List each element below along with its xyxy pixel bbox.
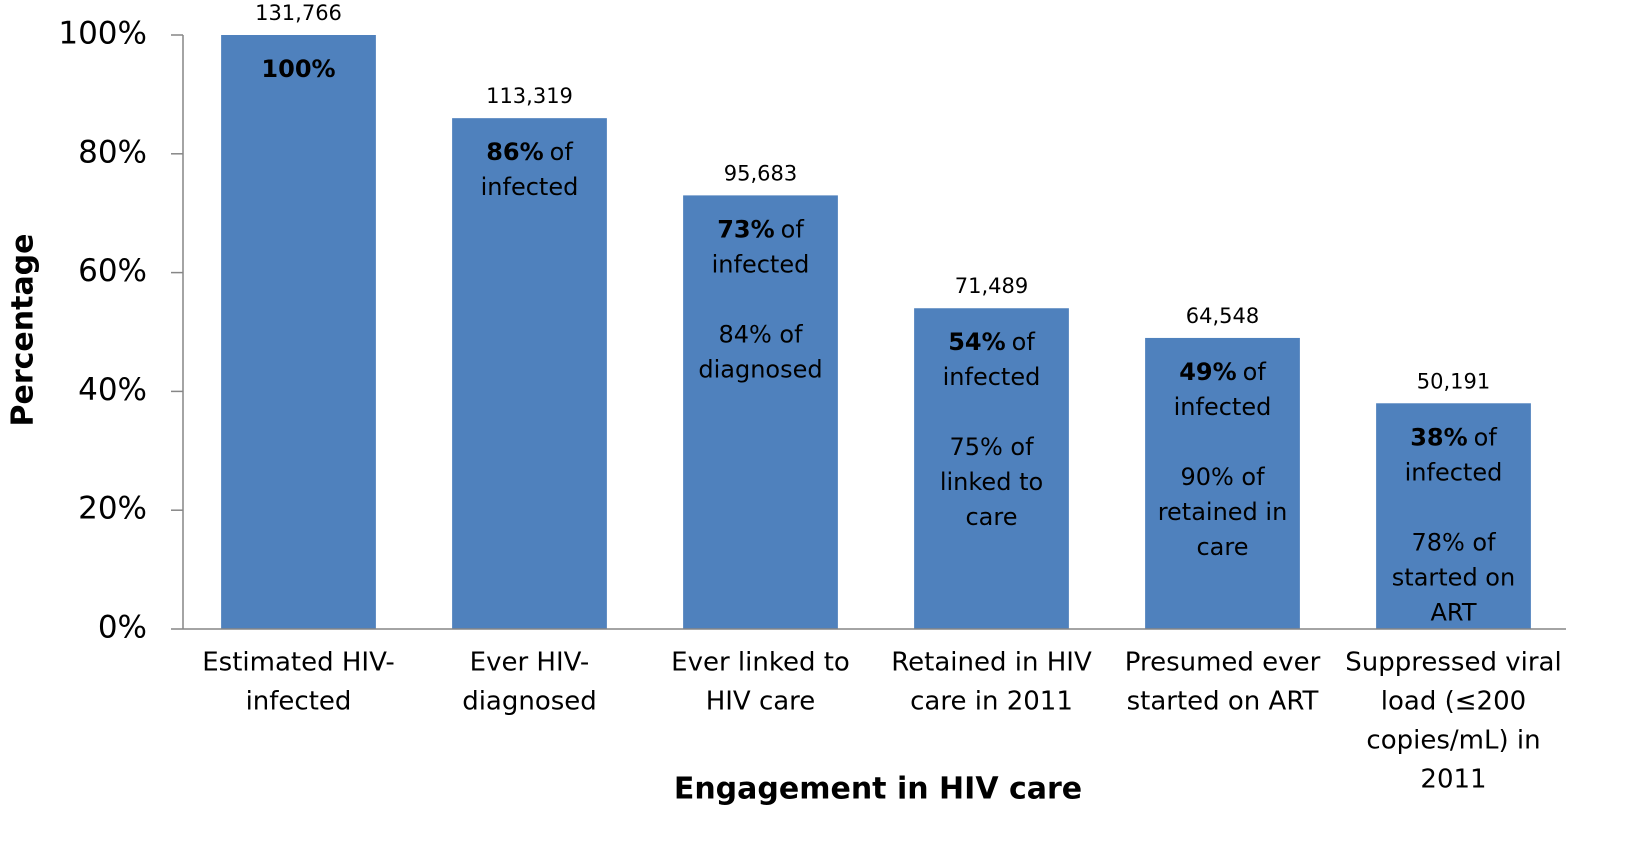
x-tick-label: load (≤200 bbox=[1381, 687, 1526, 717]
secondary-label: diagnosed bbox=[698, 355, 822, 383]
secondary-label: 78% of bbox=[1411, 528, 1496, 556]
value-label-line: infected bbox=[481, 173, 579, 201]
value-label-suffix: of bbox=[781, 215, 805, 243]
count-label: 113,319 bbox=[486, 84, 573, 108]
x-tick-label: infected bbox=[246, 687, 352, 717]
secondary-label: 90% of bbox=[1180, 463, 1265, 491]
value-label: 38% of bbox=[1410, 423, 1497, 451]
count-label: 50,191 bbox=[1417, 369, 1490, 393]
bar bbox=[221, 35, 376, 629]
value-label-line: infected bbox=[712, 250, 810, 278]
value-label: 73% of bbox=[717, 215, 804, 243]
x-tick-label: Ever linked to bbox=[671, 648, 850, 678]
count-label: 64,548 bbox=[1186, 304, 1259, 328]
bar bbox=[1376, 403, 1531, 629]
value-label: 100% bbox=[261, 55, 335, 83]
secondary-label: 84% of bbox=[718, 320, 803, 348]
count-label: 95,683 bbox=[724, 161, 797, 185]
y-tick-label: 0% bbox=[98, 610, 147, 646]
bar bbox=[1145, 337, 1300, 629]
y-tick-label: 80% bbox=[78, 134, 147, 170]
x-tick-label: Retained in HIV bbox=[891, 648, 1092, 678]
x-tick-label: Suppressed viral bbox=[1345, 648, 1561, 678]
secondary-label: care bbox=[1196, 533, 1248, 561]
x-tick-label: Estimated HIV- bbox=[202, 648, 394, 678]
value-label-line: infected bbox=[1174, 393, 1272, 421]
x-tick-label: Ever HIV- bbox=[470, 648, 590, 678]
secondary-label: retained in bbox=[1158, 498, 1288, 526]
value-label: 49% of bbox=[1179, 358, 1266, 386]
x-tick-label: HIV care bbox=[706, 687, 816, 717]
secondary-label: 75% of bbox=[949, 433, 1034, 461]
value-label-suffix: of bbox=[1474, 423, 1498, 451]
value-label-percent: 73% bbox=[717, 215, 774, 243]
x-tick-label: diagnosed bbox=[462, 687, 597, 717]
y-tick-label: 20% bbox=[78, 491, 147, 527]
count-label: 71,489 bbox=[955, 274, 1028, 298]
bar bbox=[452, 118, 607, 629]
bar bbox=[914, 308, 1069, 629]
value-label-percent: 38% bbox=[1410, 423, 1467, 451]
value-label: 86% of bbox=[486, 138, 573, 166]
x-tick-label: started on ART bbox=[1127, 687, 1319, 717]
value-label-line: infected bbox=[1405, 458, 1503, 486]
value-label-suffix: of bbox=[1243, 358, 1267, 386]
value-label-percent: 100% bbox=[261, 55, 335, 83]
secondary-label: care bbox=[965, 503, 1017, 531]
bar bbox=[683, 195, 838, 629]
x-tick-label: care in 2011 bbox=[910, 687, 1073, 717]
y-tick-label: 100% bbox=[58, 16, 147, 52]
value-label: 54% of bbox=[948, 328, 1035, 356]
value-label-percent: 49% bbox=[1179, 358, 1236, 386]
value-label-suffix: of bbox=[1012, 328, 1036, 356]
secondary-label: linked to bbox=[940, 468, 1043, 496]
x-axis-title: Engagement in HIV care bbox=[674, 772, 1082, 807]
x-tick-label: 2011 bbox=[1420, 765, 1486, 795]
value-label-suffix: of bbox=[550, 138, 574, 166]
secondary-label: started on bbox=[1392, 563, 1515, 591]
value-label-percent: 54% bbox=[948, 328, 1005, 356]
value-label-line: infected bbox=[943, 363, 1041, 391]
x-tick-label: Presumed ever bbox=[1125, 648, 1321, 678]
x-tick-label: copies/mL) in bbox=[1366, 726, 1540, 756]
y-tick-label: 40% bbox=[78, 372, 147, 408]
count-label: 131,766 bbox=[255, 1, 342, 25]
secondary-label: ART bbox=[1430, 598, 1476, 626]
y-tick-label: 60% bbox=[78, 253, 147, 289]
y-axis-title: Percentage bbox=[6, 233, 41, 426]
value-label-percent: 86% bbox=[486, 138, 543, 166]
